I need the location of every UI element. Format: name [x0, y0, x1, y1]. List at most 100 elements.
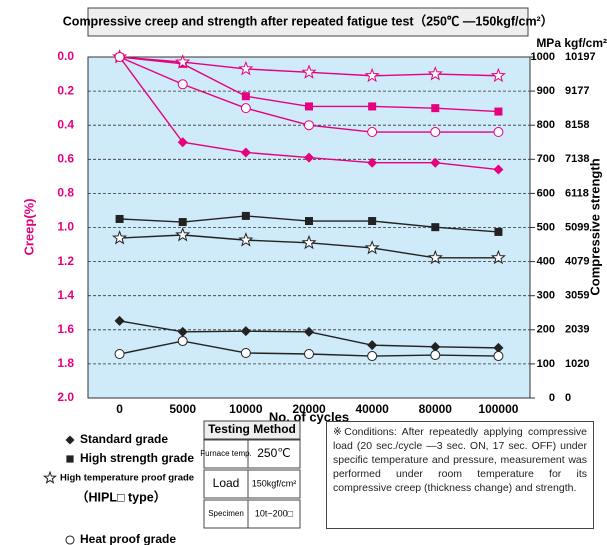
y2-tick-label: 800 — [537, 119, 555, 131]
legend-note: （HIPL□ type） — [76, 489, 166, 504]
y2-tick-label: 300 — [537, 290, 555, 302]
chart-title: Compressive creep and strength after rep… — [63, 13, 553, 28]
y-tick-label: 1.0 — [57, 220, 74, 234]
legend-marker — [65, 435, 75, 445]
marker — [115, 214, 124, 223]
marker — [427, 249, 443, 265]
legend-label: Heat proof grade — [80, 532, 176, 545]
y-tick-label: 1.6 — [57, 322, 74, 336]
marker — [177, 326, 188, 337]
marker — [494, 227, 503, 236]
x-tick-label: 100000 — [478, 402, 518, 416]
y2-tick-label-kgf: 2039 — [565, 324, 589, 336]
marker — [490, 67, 506, 83]
marker — [367, 351, 378, 362]
marker — [431, 223, 440, 232]
y2-tick-label-kgf: 7138 — [565, 153, 589, 165]
marker — [114, 349, 125, 360]
marker — [431, 104, 440, 113]
marker — [304, 152, 314, 163]
marker — [241, 92, 250, 101]
marker — [430, 350, 441, 361]
marker — [304, 326, 314, 337]
y-tick-label: 0.0 — [57, 49, 74, 63]
y2-tick-label-kgf: 10197 — [565, 51, 596, 63]
table-cell — [247, 439, 301, 469]
marker — [238, 232, 254, 247]
table-value: 10t−200□ — [255, 508, 294, 518]
y2-tick-label: 400 — [537, 256, 555, 268]
x-tick-label: 5000 — [169, 402, 196, 416]
x-tick-label: 10000 — [229, 402, 263, 416]
y2-tick-label: 700 — [537, 153, 555, 165]
y2-tick-label-kgf: 4079 — [565, 256, 589, 268]
legend-marker — [43, 470, 57, 484]
marker — [430, 127, 441, 138]
y-axis-label: Creep(%) — [21, 198, 36, 255]
x-tick-label: 80000 — [419, 402, 453, 416]
y2-tick-label: 500 — [537, 221, 555, 233]
x-tick-label: 20000 — [292, 402, 326, 416]
y2-tick-label-kgf: 0 — [565, 392, 571, 404]
y-tick-label: 1.8 — [57, 356, 74, 370]
y2-axis-label: Compressive strength — [587, 158, 602, 295]
marker — [177, 79, 188, 90]
marker — [175, 54, 191, 69]
conditions: ※Conditions: After repeatedly applying c… — [326, 421, 594, 529]
marker — [430, 341, 441, 352]
marker — [493, 351, 504, 362]
marker — [114, 52, 125, 62]
title-box — [87, 7, 529, 37]
marker — [177, 336, 188, 347]
marker — [114, 315, 125, 326]
table-header — [203, 420, 301, 440]
y-tick-label: 1.2 — [57, 254, 74, 268]
y2-tick-label: 200 — [537, 324, 555, 336]
marker — [305, 102, 313, 111]
y2-tick-label: 0 — [549, 392, 555, 404]
legend-label: High strength grade — [80, 451, 194, 465]
y-tick-label: 2.0 — [57, 390, 74, 404]
table-value: 250℃ — [257, 446, 291, 460]
marker — [240, 326, 251, 337]
legend-marker — [65, 535, 75, 545]
marker — [305, 217, 313, 226]
table-cell — [203, 439, 249, 469]
y2-units: MPa kgf/cm² — [536, 36, 607, 50]
marker — [493, 127, 504, 138]
y-tick-label: 0.4 — [57, 117, 74, 131]
x-tick-label: 0 — [116, 402, 123, 416]
table-key: Load — [213, 476, 240, 490]
marker — [240, 347, 251, 358]
marker — [175, 227, 191, 242]
table-key: Furnace temp. — [200, 449, 252, 458]
marker — [367, 157, 378, 168]
marker — [238, 60, 254, 76]
y2-tick-label-kgf: 5099 — [565, 221, 589, 233]
y2-tick-label-kgf: 8158 — [565, 119, 589, 131]
marker — [304, 120, 314, 131]
marker — [490, 249, 506, 265]
y2-tick-label-kgf: 9177 — [565, 85, 589, 97]
marker — [301, 234, 317, 250]
marker — [364, 67, 380, 83]
table-cell — [203, 469, 249, 499]
table-cell — [203, 499, 249, 529]
table-title: Testing Method — [208, 422, 296, 436]
marker — [364, 240, 380, 255]
marker — [368, 102, 377, 111]
table-value: 150kgf/cm² — [252, 478, 297, 488]
y-tick-label: 0.2 — [57, 83, 74, 97]
legend-label: High temperature proof grade — [60, 473, 194, 484]
marker — [304, 349, 314, 360]
marker — [240, 147, 251, 158]
marker — [177, 137, 188, 148]
marker — [493, 164, 504, 175]
marker — [178, 218, 187, 227]
y2-tick-label-kgf: 3059 — [565, 290, 589, 302]
y-tick-label: 1.4 — [57, 288, 74, 302]
y2-tick-label-kgf: 1020 — [565, 358, 589, 370]
marker — [494, 107, 503, 116]
